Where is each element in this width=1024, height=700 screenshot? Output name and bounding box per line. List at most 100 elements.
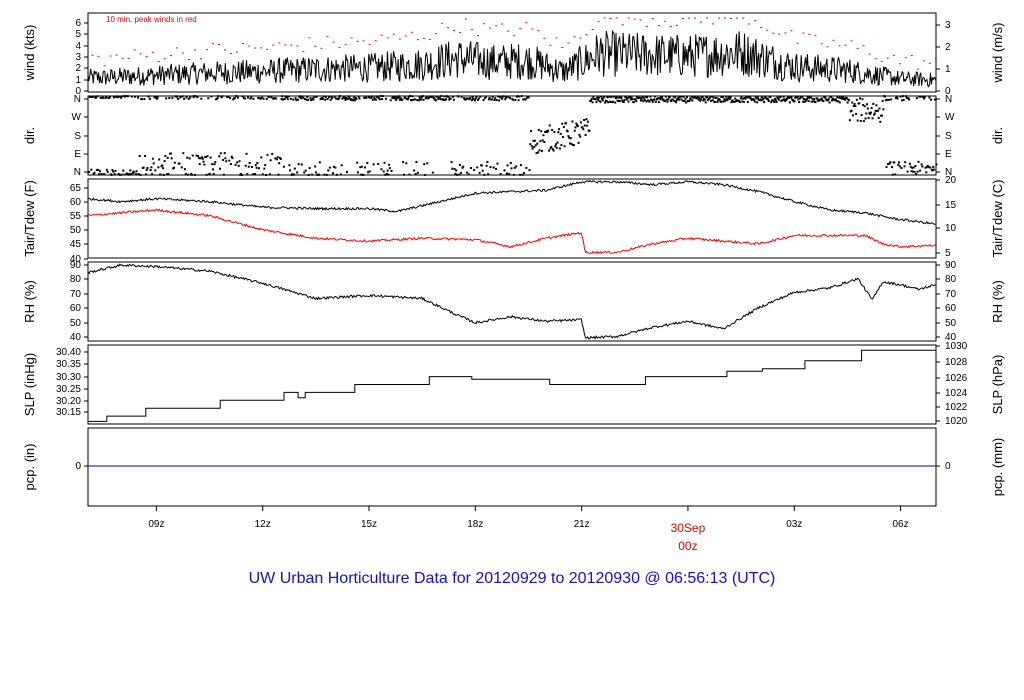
peak-gust-point	[778, 33, 781, 35]
wind-direction-point	[861, 98, 864, 101]
peak-gust-point	[127, 57, 130, 59]
wind-direction-point	[380, 168, 383, 171]
wind-direction-point	[837, 100, 840, 103]
wind-direction-point	[323, 173, 326, 176]
direction-ylabel-right: dir.	[990, 127, 1005, 144]
wind-direction-point	[162, 173, 165, 176]
wind-direction-point	[901, 99, 904, 102]
wind-direction-point	[125, 95, 128, 98]
y-tick-label-right: 1024	[945, 388, 968, 399]
wind-direction-point	[478, 171, 481, 174]
wind-direction-point	[887, 163, 890, 165]
wind-direction-point	[324, 98, 327, 101]
wind-direction-point	[547, 129, 550, 132]
wind-direction-point	[518, 95, 521, 98]
wind-direction-point	[259, 97, 262, 100]
wind-direction-point	[923, 96, 926, 99]
wind-direction-point	[755, 97, 758, 100]
wind-direction-point	[770, 101, 773, 104]
peak-gust-point	[838, 45, 841, 47]
wind-direction-point	[646, 96, 649, 99]
wind-direction-point	[778, 98, 780, 101]
wind-direction-point	[807, 100, 810, 102]
wind-direction-point	[696, 95, 699, 98]
wind-direction-point	[120, 96, 122, 99]
wind-direction-point	[148, 95, 150, 98]
wind-direction-point	[165, 97, 168, 100]
wind-direction-point	[654, 100, 657, 103]
wind-direction-point	[685, 101, 688, 104]
y-tick-label-right: 1026	[945, 373, 968, 384]
wind-direction-point	[918, 95, 921, 98]
wind-direction-point	[853, 102, 856, 105]
wind-direction-point	[915, 97, 918, 100]
peak-gust-point	[236, 51, 239, 53]
wind-direction-point	[459, 171, 462, 174]
peak-gust-point	[181, 52, 184, 54]
peak-gust-point	[175, 47, 178, 49]
wind-direction-point	[919, 169, 922, 172]
wind-direction-point	[263, 167, 266, 170]
wind-direction-point	[112, 170, 115, 173]
wind-direction-point	[688, 100, 691, 103]
wind-direction-point	[659, 98, 662, 101]
wind-direction-point	[453, 168, 456, 171]
wind-direction-point	[410, 99, 413, 102]
wind-direction-point	[448, 98, 451, 101]
wind-direction-point	[644, 95, 647, 98]
wind-direction-point	[635, 100, 638, 103]
peak-gust-point	[886, 57, 889, 59]
wind-direction-point	[474, 97, 477, 100]
wind-direction-point	[519, 173, 522, 176]
peak-gust-point	[892, 54, 895, 56]
wind-direction-point	[578, 133, 581, 136]
wind-direction-point	[728, 98, 731, 100]
wind-direction-point	[788, 97, 791, 99]
temperature-line	[87, 180, 936, 225]
wind-direction-point	[251, 173, 254, 176]
wind-direction-point	[458, 173, 461, 176]
wind-direction-point	[895, 96, 898, 99]
wind-direction-point	[126, 172, 129, 175]
wind-direction-point	[513, 166, 516, 169]
peak-gust-point	[772, 32, 775, 34]
wind-direction-point	[875, 104, 878, 107]
peak-gust-point	[591, 29, 594, 30]
temperature-ylabel-right: Tair/Tdew (C)	[990, 179, 1005, 257]
wind-direction-point	[533, 146, 536, 148]
peak-gust-point	[507, 30, 510, 32]
wind-direction-point	[732, 99, 734, 102]
wind-direction-point	[586, 120, 589, 123]
wind-direction-point	[619, 95, 622, 98]
wind-direction-point	[912, 166, 915, 169]
wind-direction-point	[783, 98, 786, 101]
wind-direction-point	[774, 99, 777, 102]
wind-direction-point	[500, 96, 503, 99]
wind-direction-point	[611, 100, 614, 103]
wind-direction-point	[555, 143, 557, 146]
wind-direction-point	[339, 173, 342, 176]
wind-direction-point	[219, 167, 221, 170]
peak-gust-point	[477, 35, 480, 36]
wind-direction-point	[597, 98, 600, 101]
wind-direction-point	[723, 98, 726, 101]
wind-direction-point	[282, 98, 285, 101]
wind-direction-point	[880, 114, 883, 117]
peak-gust-point	[760, 27, 763, 28]
wind-direction-point	[623, 98, 626, 101]
wind-direction-point	[300, 97, 303, 100]
peak-gust-point	[766, 29, 769, 31]
peak-gust-point	[748, 23, 751, 25]
wind-direction-point	[925, 171, 928, 174]
wind-direction-point	[897, 163, 900, 166]
wind-direction-point	[885, 166, 888, 168]
wind-direction-point	[599, 100, 602, 103]
wind-direction-point	[915, 173, 918, 175]
wind-direction-point	[499, 173, 502, 175]
wind-direction-point	[808, 97, 811, 100]
wind-direction-point	[726, 99, 729, 102]
peak-gust-point	[338, 47, 341, 49]
wind-direction-point	[521, 173, 524, 176]
peak-gust-point	[302, 51, 305, 53]
y-tick-label-left: E	[74, 149, 81, 160]
